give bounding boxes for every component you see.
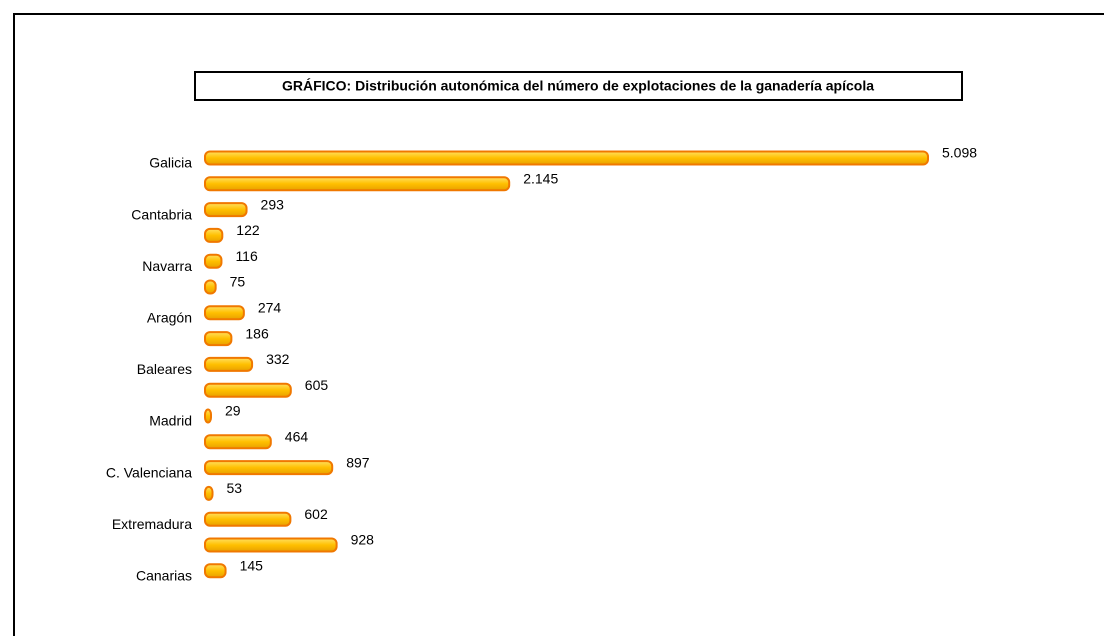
- y-tick-label: Navarra: [142, 258, 192, 274]
- value-label: 293: [261, 196, 285, 212]
- y-tick-label: Canarias: [136, 568, 192, 584]
- bar: [204, 305, 245, 321]
- title-box: [194, 71, 963, 101]
- chart-title: GRÁFICO: Distribución autonómica del núm…: [282, 78, 874, 94]
- bar: [204, 460, 334, 476]
- bar: [204, 408, 212, 424]
- y-tick-label: C. Valenciana: [106, 464, 192, 480]
- value-label: 145: [240, 558, 264, 574]
- bar: [204, 227, 224, 243]
- value-label: 186: [245, 325, 269, 341]
- value-label: 122: [236, 222, 260, 238]
- bar: [204, 202, 248, 218]
- y-tick-label: Extremadura: [112, 516, 192, 532]
- bar: [204, 382, 292, 398]
- value-label: 897: [346, 454, 370, 470]
- bar: [204, 176, 511, 192]
- bar: [204, 279, 217, 295]
- bar: [204, 331, 233, 347]
- bar: [204, 150, 929, 166]
- value-label: 29: [225, 403, 241, 419]
- value-label: 5.098: [942, 145, 977, 161]
- value-label: 605: [305, 377, 329, 393]
- value-label: 2.145: [523, 171, 558, 187]
- value-label: 602: [304, 506, 328, 522]
- bar: [204, 537, 338, 553]
- bar: [204, 253, 223, 269]
- value-label: 53: [227, 480, 243, 496]
- y-tick-label: Aragón: [147, 310, 192, 326]
- bar: [204, 356, 254, 372]
- bar: [204, 485, 214, 501]
- value-label: 75: [230, 274, 246, 290]
- bar: [204, 563, 227, 579]
- frame: [13, 13, 1104, 636]
- y-tick-label: Cantabria: [131, 206, 192, 222]
- value-label: 274: [258, 300, 282, 316]
- value-label: 928: [351, 532, 375, 548]
- bar: [204, 511, 292, 527]
- y-tick-label: Galicia: [149, 155, 192, 171]
- bar: [204, 434, 272, 450]
- y-tick-label: Madrid: [149, 413, 192, 429]
- value-label: 116: [235, 248, 258, 264]
- y-tick-label: Baleares: [137, 361, 192, 377]
- value-label: 464: [285, 429, 309, 445]
- value-label: 332: [266, 351, 290, 367]
